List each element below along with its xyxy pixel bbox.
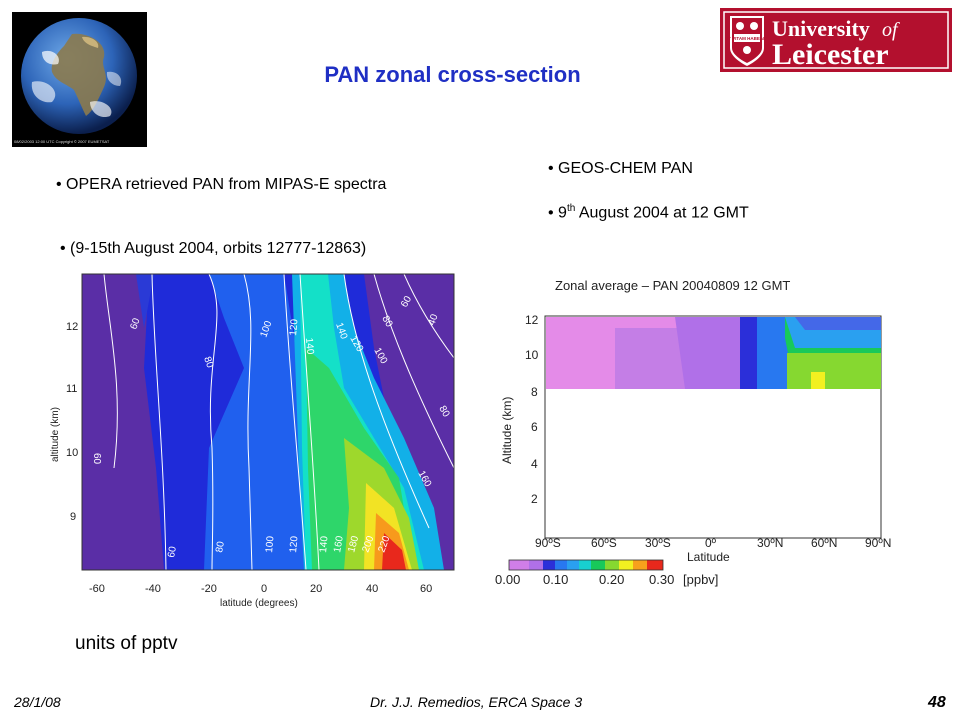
right-bullet-1: • GEOS-CHEM PAN <box>548 160 693 177</box>
y-tick-label: 6 <box>531 420 538 434</box>
colorbar-unit: [ppbv] <box>683 572 718 587</box>
x-tick-label: 0º <box>705 536 717 550</box>
contour-label: 80 <box>214 540 227 553</box>
contour-label: 60 <box>91 453 102 465</box>
colorbar <box>508 559 664 571</box>
contour-fill <box>82 274 454 570</box>
y-tick-label: 10 <box>525 348 539 362</box>
x-tick-label: 90ºS <box>535 536 561 550</box>
x-tick-label: 0 <box>261 583 267 595</box>
opera-contour-plot: 60 80 100 120 140 140 120 80 60 40 100 6… <box>44 268 460 613</box>
colorbar-tick: 0.10 <box>543 572 568 587</box>
contour-label: 120 <box>288 535 300 553</box>
contour-label: 40 <box>426 312 440 327</box>
logo-line1: University <box>772 16 870 41</box>
x-tick-label: 60ºN <box>811 536 837 550</box>
x-axis-label: latitude (degrees) <box>220 598 298 609</box>
footer-date: 28/1/08 <box>14 694 61 710</box>
y-axis-label: altitude (km) <box>50 407 61 462</box>
slide-title: PAN zonal cross-section <box>324 62 581 87</box>
y-tick-label: 4 <box>531 457 538 471</box>
x-tick-label: 60ºS <box>591 536 617 550</box>
x-tick-label: 20 <box>310 583 322 595</box>
y-tick-label: 10 <box>66 447 78 459</box>
plot-title: Zonal average – PAN 20040809 12 GMT <box>555 278 790 293</box>
contour-label: 80 <box>379 314 394 330</box>
contour-label: 140 <box>318 535 330 553</box>
contour-label: 80 <box>201 355 215 370</box>
x-tick-label: 90ºN <box>865 536 891 550</box>
contour-label: 60 <box>399 294 414 310</box>
right-bullet-2: • 9th August 2004 at 12 GMT <box>548 203 749 222</box>
university-logo: UT VITAM HABEANT University of Leicester <box>720 8 952 72</box>
contour-label-group: 60 80 100 120 140 140 120 80 60 40 100 6… <box>91 294 452 559</box>
x-tick-label: 30ºN <box>757 536 783 550</box>
earth-globe-image: 08/02/2003 12:00 UTC Copyright © 2007 EU… <box>12 12 147 147</box>
colorbar-tick: 0.30 <box>649 572 674 587</box>
contour-label: 120 <box>288 318 300 336</box>
geos-fill <box>546 317 881 389</box>
y-axis-label: Altitude (km) <box>500 397 514 464</box>
left-bullet-1: • OPERA retrieved PAN from MIPAS-E spect… <box>56 176 387 193</box>
contour-label: 140 <box>303 337 315 355</box>
y-tick-label: 8 <box>531 385 538 399</box>
logo-motto: UT VITAM HABEANT <box>725 36 769 41</box>
footer-author: Dr. J.J. Remedios, ERCA Space 3 <box>370 694 583 710</box>
y-tick-label: 12 <box>525 313 539 327</box>
logo-of: of <box>882 19 900 41</box>
x-tick-label: 30ºS <box>645 536 671 550</box>
x-tick-label: -60 <box>89 583 105 595</box>
y-tick-label: 11 <box>66 383 77 395</box>
logo-line2: Leicester <box>772 38 889 71</box>
x-tick-label: -40 <box>145 583 161 595</box>
left-bullet-2: • (9-15th August 2004, orbits 12777-1286… <box>60 240 367 257</box>
contour-label: 180 <box>346 534 361 553</box>
y-tick-label: 9 <box>70 511 76 523</box>
x-tick-label: 60 <box>420 583 432 595</box>
x-tick-label: 40 <box>366 583 378 595</box>
contour-label: 80 <box>436 404 451 420</box>
geoschem-zonal-plot: Zonal average – PAN 20040809 12 GMT 12 1… <box>495 268 915 593</box>
contour-label: 100 <box>264 535 276 553</box>
colorbar-tick: 0.20 <box>599 572 624 587</box>
contour-label: 60 <box>166 545 179 558</box>
units-note: units of pptv <box>75 633 178 654</box>
contour-label: 160 <box>332 535 346 554</box>
colorbar-tick: 0.00 <box>495 572 520 587</box>
page-number: 48 <box>928 694 946 711</box>
y-tick-label: 12 <box>66 321 78 333</box>
contour-label: 60 <box>128 316 142 331</box>
globe-caption: 08/02/2003 12:00 UTC Copyright © 2007 EU… <box>14 139 110 144</box>
x-tick-label: -20 <box>201 583 217 595</box>
x-axis-label: Latitude <box>687 550 730 564</box>
y-tick-label: 2 <box>531 492 538 506</box>
